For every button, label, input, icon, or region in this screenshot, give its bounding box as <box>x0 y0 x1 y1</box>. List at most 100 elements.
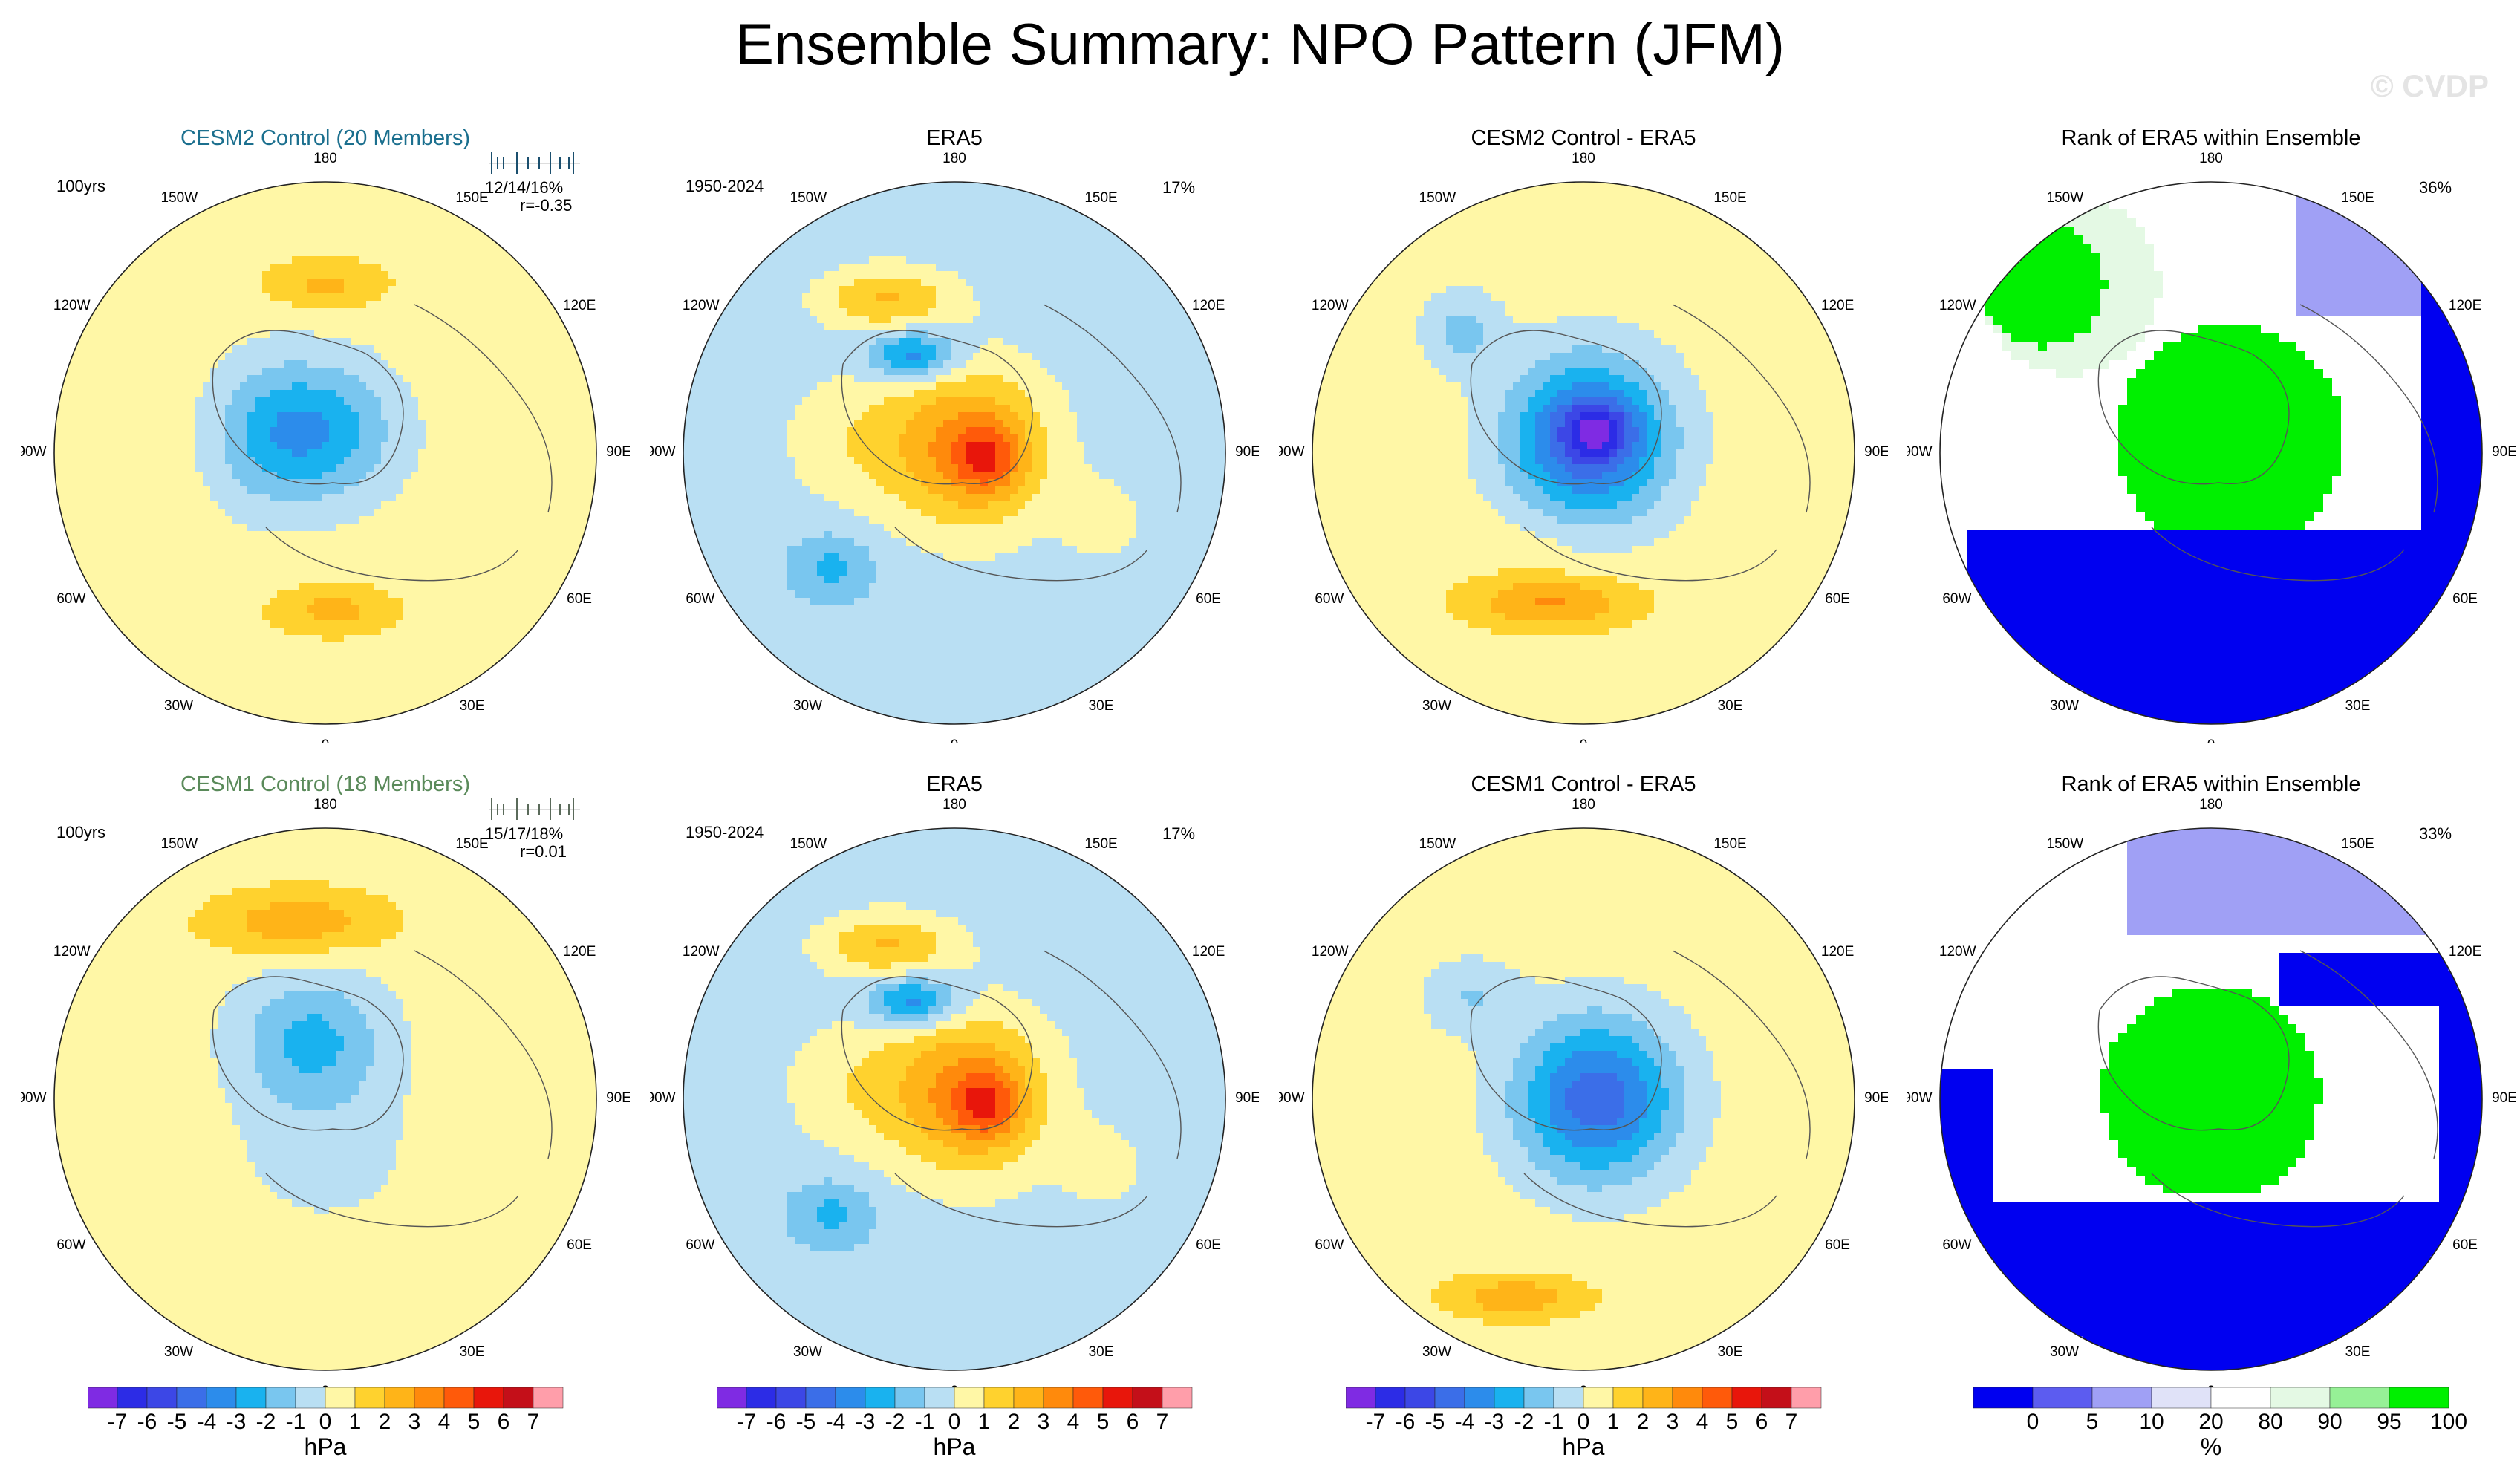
colorbar-tick-label: 2 <box>992 1410 1036 1435</box>
colorbar-tick-label: -2 <box>1502 1410 1546 1435</box>
longitude-label: 90W <box>21 1090 50 1107</box>
longitude-label: 60W <box>1939 591 1975 608</box>
longitude-label: 0 <box>2193 737 2229 743</box>
colorbar-swatch <box>1404 1387 1436 1409</box>
longitude-label: 0 <box>307 1384 343 1389</box>
colorbar-tick-label: 3 <box>392 1410 437 1435</box>
coastline <box>2097 950 2438 1228</box>
colorbar-swatch <box>2151 1387 2212 1409</box>
right-note: 17% <box>1162 824 1195 844</box>
colorbar-tick-label: 20 <box>2189 1410 2233 1435</box>
longitude-label: 0 <box>307 737 343 743</box>
colorbar-tick-label: -6 <box>125 1410 169 1435</box>
longitude-label: 120W <box>53 298 91 314</box>
longitude-label: 60E <box>1820 591 1855 608</box>
colorbar-tick-label: -4 <box>184 1410 229 1435</box>
coastline <box>841 304 1182 582</box>
colorbar-tick-label: 100 <box>2426 1410 2471 1435</box>
longitude-label: 90E <box>601 1090 630 1107</box>
colorbar-tick-label: 6 <box>1739 1410 1784 1435</box>
longitude-label: 120E <box>1820 298 1855 314</box>
colorbar-tick-label: -1 <box>902 1410 947 1435</box>
longitude-label: 60E <box>561 591 597 608</box>
longitude-label: 180 <box>2193 151 2229 167</box>
colorbar-tick-label: 0 <box>303 1410 348 1435</box>
colorbar-tick-label: 0 <box>1561 1410 1606 1435</box>
colorbar-tick-label: 10 <box>2129 1410 2174 1435</box>
colorbar-swatch <box>1464 1387 1495 1409</box>
longitude-label: 60W <box>1312 591 1347 608</box>
colorbar-swatch <box>983 1387 1015 1409</box>
colorbar-swatch <box>1642 1387 1673 1409</box>
longitude-label: 0 <box>1566 1384 1601 1389</box>
colorbar-swatch <box>805 1387 836 1409</box>
colorbar-tick-label: -7 <box>95 1410 140 1435</box>
right-note: 15/17/18% <box>485 824 563 844</box>
colorbar-tick-label: 1 <box>333 1410 377 1435</box>
longitude-label: 60E <box>1191 1237 1226 1254</box>
panel-title: ERA5 <box>672 772 1237 797</box>
colorbar-swatch <box>1162 1387 1193 1409</box>
colorbar-swatch <box>2329 1387 2390 1409</box>
colorbar-tick-label: 6 <box>1110 1410 1155 1435</box>
polar-map <box>1939 181 2483 725</box>
longitude-label: 30E <box>1713 1344 1748 1361</box>
colorbar-tick-label: -5 <box>784 1410 828 1435</box>
colorbar-unit: hPa <box>1554 1433 1613 1461</box>
cvdp-watermark: © CVDP <box>2371 68 2489 104</box>
longitude-label: 30E <box>2340 1344 2376 1361</box>
colorbar-swatch <box>865 1387 896 1409</box>
colorbar-swatch <box>1072 1387 1104 1409</box>
colorbar-swatch <box>1523 1387 1554 1409</box>
longitude-label: 90E <box>601 444 630 460</box>
colorbar-tick-label: -3 <box>214 1410 258 1435</box>
colorbar-tick-label: 7 <box>1769 1410 1814 1435</box>
colorbar-swatch <box>235 1387 267 1409</box>
colorbar-unit: hPa <box>925 1433 984 1461</box>
panel-title: Rank of ERA5 within Ensemble <box>1929 772 2493 797</box>
colorbar-unit: % <box>2181 1433 2241 1461</box>
colorbar-swatch <box>88 1387 118 1409</box>
longitude-label: 30E <box>1084 1344 1119 1361</box>
longitude-label: 120E <box>561 298 597 314</box>
colorbar-swatch <box>1132 1387 1163 1409</box>
colorbar-swatch <box>746 1387 777 1409</box>
coastline <box>212 950 553 1228</box>
colorbar-tick-label: 2 <box>362 1410 407 1435</box>
left-note: 1950-2024 <box>686 823 764 842</box>
colorbar-tick-label: -4 <box>813 1410 858 1435</box>
colorbar-tick-label: -6 <box>754 1410 798 1435</box>
colorbar-tick-label: 5 <box>1081 1410 1125 1435</box>
figure-title: Ensemble Summary: NPO Pattern (JFM) <box>0 10 2520 78</box>
longitude-label: 30E <box>1084 698 1119 714</box>
right-note: 12/14/16% <box>485 178 563 198</box>
panel-title: CESM2 Control (20 Members) <box>43 126 608 151</box>
left-note: 100yrs <box>56 177 105 196</box>
coastline <box>1470 304 1811 582</box>
longitude-label: 90W <box>650 1090 679 1107</box>
coastline <box>841 950 1182 1228</box>
longitude-label: 60E <box>1191 591 1226 608</box>
longitude-label: 0 <box>937 1384 972 1389</box>
colorbar-tick-label: -2 <box>873 1410 917 1435</box>
longitude-label: 30W <box>2047 698 2083 714</box>
longitude-label: 30E <box>2340 698 2376 714</box>
colorbar-swatch <box>2270 1387 2331 1409</box>
colorbar-swatch <box>1013 1387 1044 1409</box>
longitude-label: 0 <box>2193 1384 2229 1389</box>
longitude-label: 150W <box>2047 190 2084 206</box>
longitude-label: 150W <box>1419 190 1456 206</box>
map-panel: 180 150E 120E 90E 60E 30E 0 30W 60W 90W 120W 150W <box>21 104 630 743</box>
longitude-label: 180 <box>1566 797 1601 813</box>
longitude-label: 150E <box>1713 836 1748 853</box>
colorbar-tick-label: 90 <box>2308 1410 2352 1435</box>
colorbar-swatch <box>384 1387 415 1409</box>
panel-title: Rank of ERA5 within Ensemble <box>1929 126 2493 151</box>
longitude-label: 120W <box>53 944 91 960</box>
colorbar-swatch <box>1102 1387 1133 1409</box>
colorbar-swatch <box>1731 1387 1762 1409</box>
colorbar-tick-label: 4 <box>1051 1410 1095 1435</box>
longitude-label: 60E <box>1820 1237 1855 1254</box>
longitude-label: 120E <box>2447 944 2483 960</box>
colorbar-tick-label: -6 <box>1383 1410 1427 1435</box>
